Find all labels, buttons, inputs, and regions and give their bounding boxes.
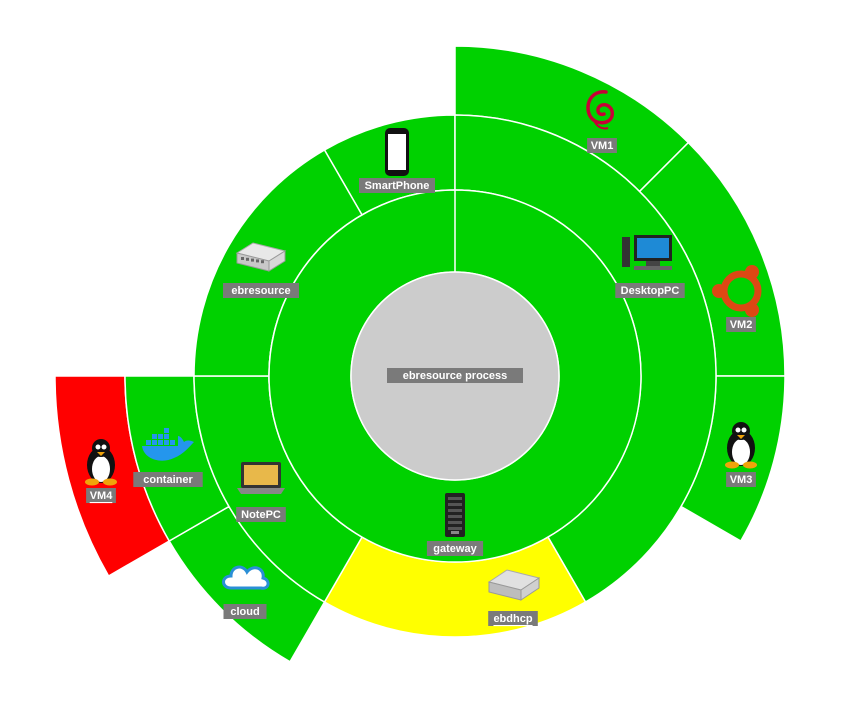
label-cloud: cloud (223, 604, 267, 619)
debian-icon (586, 90, 615, 130)
label-container-text: container (143, 474, 193, 486)
label-desktoppc: DesktopPC (615, 283, 685, 298)
label-ebresource-bg (223, 283, 299, 298)
label-ebdhcp-bg (488, 611, 538, 626)
ubuntu-icon (712, 265, 762, 317)
center-label: ebresource process (387, 368, 523, 383)
network-switch-icon (235, 242, 287, 272)
label-container: container (133, 472, 203, 487)
cloud-icon (222, 565, 270, 590)
desktop-pc-icon (622, 235, 672, 270)
appliance-icon (487, 569, 541, 601)
label-gateway-bg (426, 541, 484, 556)
docker-icon (142, 428, 194, 461)
label-vm2: VM2 (726, 317, 756, 332)
label-ebresource: ebresource (223, 283, 299, 298)
label-vm3-bg (726, 472, 756, 487)
label-smartphone-bg (359, 178, 435, 193)
label-smartphone: SmartPhone (359, 178, 435, 193)
label-ebdhcp: ebdhcp (488, 611, 538, 626)
smartphone-icon (385, 128, 409, 176)
center-label-text: ebresource process (403, 370, 508, 382)
label-vm3-text: VM3 (730, 474, 753, 486)
label-container-bg (133, 472, 203, 487)
label-notepc-bg (236, 507, 286, 522)
laptop-icon (237, 462, 285, 494)
label-desktoppc-bg (615, 283, 685, 298)
label-vm4: VM4 (86, 488, 116, 503)
label-vm4-bg (86, 488, 116, 503)
label-ebresource-text: ebresource (231, 285, 290, 297)
label-gateway-text: gateway (433, 543, 477, 555)
label-smartphone-text: SmartPhone (365, 180, 430, 192)
label-vm1-bg (587, 138, 617, 153)
label-cloud-bg (223, 604, 267, 619)
label-vm2-text: VM2 (730, 319, 753, 331)
label-vm1: VM1 (587, 138, 617, 153)
label-notepc-text: NotePC (241, 509, 281, 521)
server-tower-icon (445, 493, 465, 537)
label-vm4-text: VM4 (90, 490, 114, 502)
linux-tux-icon (85, 439, 117, 486)
label-cloud-text: cloud (230, 606, 259, 618)
label-ebdhcp-text: ebdhcp (493, 613, 532, 625)
linux-tux-icon (725, 422, 757, 469)
label-notepc: NotePC (236, 507, 286, 522)
label-desktoppc-text: DesktopPC (621, 285, 680, 297)
label-vm2-bg (726, 317, 756, 332)
label-gateway: gateway (426, 541, 484, 556)
label-vm1-text: VM1 (591, 140, 614, 152)
label-vm3: VM3 (726, 472, 756, 487)
